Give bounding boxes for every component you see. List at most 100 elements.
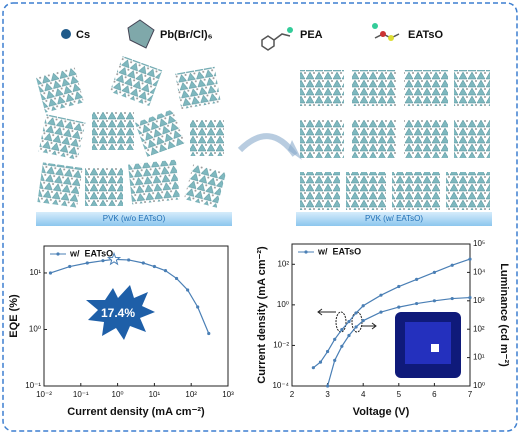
peak-marker	[106, 251, 122, 266]
y-tick-label: 10⁰	[277, 300, 289, 309]
point	[347, 319, 351, 324]
device-photo	[405, 322, 451, 364]
plot-frame	[291, 243, 471, 387]
point	[326, 349, 330, 354]
point	[450, 263, 454, 267]
point	[354, 325, 358, 329]
y2-tick-label: 10⁴	[473, 268, 486, 277]
pb-icon	[127, 19, 155, 49]
y-axis-label: Current density (mA cm⁻²)	[256, 246, 268, 384]
x-tick-label: 6	[432, 390, 437, 399]
y-tick-label: 10¹	[29, 268, 41, 277]
legend-item: Pb(Br/Cl)₆	[160, 29, 213, 41]
point	[379, 310, 383, 314]
y-tick-label: 10⁻⁴	[272, 381, 289, 390]
pvk-label: PVK (w/ EATsO)	[365, 214, 423, 223]
legend-item: Cs	[76, 29, 90, 41]
series-line	[327, 296, 471, 387]
legend-swatch	[56, 252, 60, 256]
x-tick-label: 2	[290, 390, 295, 399]
series-line	[312, 258, 471, 369]
point	[311, 366, 315, 370]
y2-tick-label: 10¹	[473, 353, 485, 362]
y2-tick-label: 10⁰	[473, 381, 485, 390]
legend-label: w/ EATsO	[317, 246, 361, 256]
eatso-icon	[388, 35, 394, 41]
point	[318, 360, 323, 364]
transform-arrow	[288, 140, 302, 160]
point	[361, 304, 365, 308]
point	[354, 311, 358, 315]
y-tick-label: 10²	[277, 259, 289, 268]
eatso-icon	[380, 31, 386, 37]
point	[361, 319, 365, 323]
legend-swatch	[304, 250, 308, 254]
annotation: 17.4%	[101, 306, 135, 320]
x-tick-label: 10⁻²	[36, 390, 52, 399]
device-photo	[431, 344, 439, 352]
point	[101, 259, 105, 263]
legend-item: EATsO	[408, 29, 443, 41]
x-tick-label: 4	[361, 390, 366, 399]
point	[432, 299, 436, 303]
x-tick-label: 3	[325, 390, 330, 399]
cs-icon	[61, 29, 71, 39]
eatso-icon	[372, 23, 378, 29]
crystals-left	[36, 55, 227, 208]
point	[347, 333, 351, 338]
x-tick-label: 7	[468, 390, 473, 399]
point	[186, 288, 190, 292]
x-tick-label: 10⁰	[112, 390, 124, 399]
x-tick-label: 10⁻¹	[73, 390, 89, 399]
pea-icon	[261, 33, 291, 51]
point	[326, 384, 330, 388]
point	[174, 276, 179, 281]
point	[207, 331, 211, 336]
legend-item: PEA	[300, 29, 323, 41]
crystals-right	[300, 70, 490, 210]
point	[468, 295, 472, 300]
point	[468, 257, 472, 261]
x-tick-label: 5	[397, 390, 402, 399]
y2-tick-label: 10⁵	[473, 239, 485, 248]
point	[379, 293, 383, 297]
point	[163, 269, 168, 273]
point	[450, 296, 454, 301]
point	[432, 270, 436, 274]
y2-tick-label: 10²	[473, 324, 485, 333]
point	[141, 261, 145, 265]
point	[48, 271, 53, 275]
annotation-burst	[86, 285, 155, 340]
point	[415, 277, 419, 281]
point	[397, 284, 401, 289]
y-tick-label: 10⁰	[29, 325, 41, 334]
point	[152, 264, 156, 269]
y2-tick-label: 10³	[473, 296, 485, 305]
plot-frame	[43, 245, 229, 387]
axis-arrow	[317, 308, 377, 330]
y-axis-label: EQE (%)	[8, 294, 20, 338]
x-axis-label: Voltage (V)	[353, 406, 410, 418]
point	[196, 305, 200, 309]
x-tick-label: 10²	[185, 390, 197, 399]
point	[397, 305, 401, 309]
pea-icon	[287, 27, 293, 33]
point	[333, 337, 337, 341]
point	[415, 301, 419, 306]
x-tick-label: 10³	[222, 390, 234, 399]
pvk-bar	[296, 212, 492, 226]
point	[340, 344, 344, 348]
pvk-label: PVK (w/o EATsO)	[103, 214, 166, 223]
y-tick-label: 10⁻¹	[25, 381, 41, 390]
point	[85, 261, 89, 265]
x-tick-label: 10¹	[149, 390, 161, 399]
point	[333, 358, 337, 362]
y-tick-label: 10⁻²	[273, 341, 289, 350]
x-axis-label: Current density (mA cm⁻²)	[67, 406, 205, 418]
point	[68, 264, 72, 269]
y2-axis-label: Luminance (cd m⁻²)	[498, 263, 510, 367]
point	[127, 258, 131, 262]
legend-label: w/ EATsO	[69, 248, 113, 258]
pvk-bar	[36, 212, 232, 226]
